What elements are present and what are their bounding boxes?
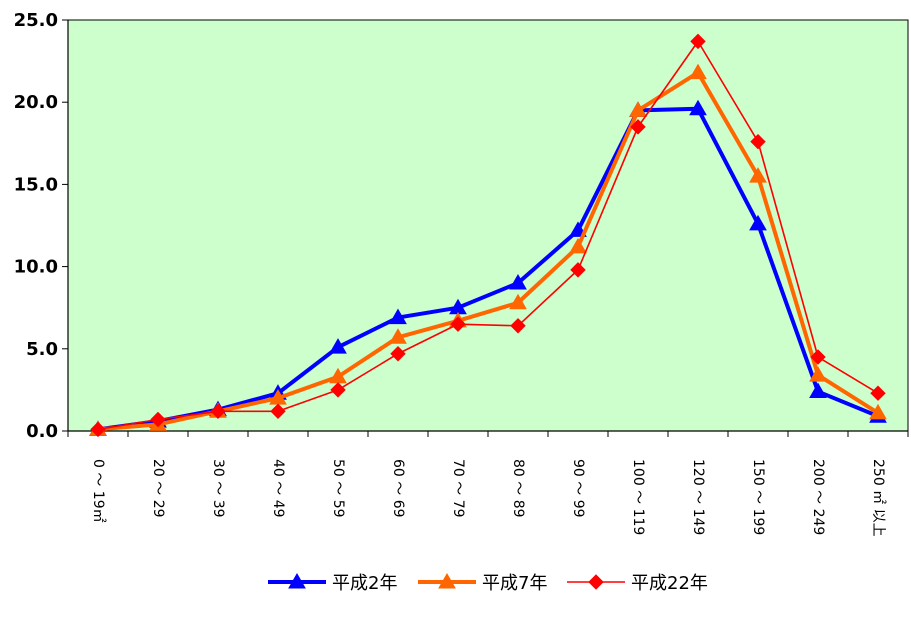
data-point [689,99,707,116]
legend-label: 平成7年 [482,573,547,594]
x-tick-label: 40 ～ 49 [270,459,286,518]
y-tick-label: 0.0 [26,421,58,442]
series-3 [90,33,886,438]
x-tick-label: 250 ㎡ 以上 [870,459,886,537]
data-point [450,316,466,332]
series-line [97,106,879,432]
legend-item: 平成2年 [268,572,397,594]
data-point [510,318,526,334]
x-tick-label: 50 ～ 59 [330,459,346,518]
data-point [869,403,887,420]
data-point [809,366,827,382]
data-point [389,308,407,325]
x-tick-label: 70 ～ 79 [450,459,466,518]
x-tick-label: 0 ～ 19㎡ [90,459,106,523]
series-line [97,40,879,431]
data-point [870,385,886,401]
data-point [690,33,706,50]
x-axis: 0 ～ 19㎡ 20 ～ 29 30 ～ 39 40 ～ 49 50 ～ 59 60 ～ … [67,430,909,537]
data-point [749,214,767,231]
legend: 平成2年 平成7年 平成22年 [268,572,708,594]
x-tick-label: 20 ～ 29 [150,459,166,518]
data-point [210,403,226,419]
legend-marker [438,572,456,589]
data-point [630,119,646,135]
y-tick-label: 20.0 [14,92,58,113]
data-point [509,293,527,310]
data-point [90,421,106,438]
data-point [810,349,826,365]
y-tick-label: 25.0 [14,10,58,31]
data-point [390,346,406,362]
x-tick-label: 150 ～ 199 [750,459,766,535]
y-tick-label: 5.0 [26,339,58,360]
y-tick-label: 10.0 [14,257,58,278]
data-point [750,133,766,150]
y-tick-label: 15.0 [14,174,58,195]
data-point [330,382,346,398]
x-tick-label: 90 ～ 99 [570,459,586,518]
y-axis: 0.0 5.0 10.0 15.0 20.0 25.0 [14,10,69,442]
series-group [89,33,887,438]
legend-marker [288,572,306,589]
x-tick-label: 200 ～ 249 [810,459,826,535]
data-point [270,403,286,419]
data-point [689,63,707,80]
legend-label: 平成2年 [332,573,397,594]
legend-item: 平成22年 [567,573,708,594]
legend-marker [588,574,604,590]
data-point [570,262,586,278]
legend-label: 平成22年 [631,573,708,594]
x-tick-label: 100 ～ 119 [630,459,646,535]
data-point [809,382,827,399]
data-point [389,328,407,344]
x-tick-label: 30 ～ 39 [210,459,226,518]
data-point [569,237,587,254]
data-point [509,274,527,290]
series-line [97,70,880,432]
x-tick-label: 120 ～ 149 [690,459,706,535]
plot-area [67,19,909,432]
data-point [150,411,166,428]
x-tick-label: 80 ～ 89 [510,459,526,518]
data-point [749,167,767,183]
data-point [629,101,647,117]
legend-item: 平成7年 [418,572,547,594]
x-tick-label: 60 ～ 69 [390,459,406,518]
data-point [329,338,347,354]
